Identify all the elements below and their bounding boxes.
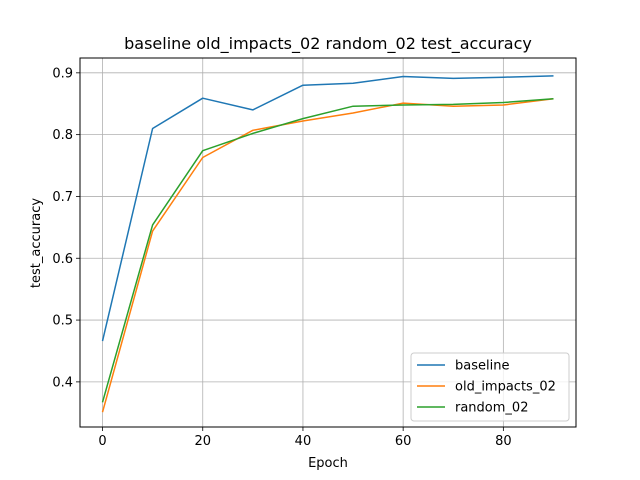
legend-label-old_impacts_02: old_impacts_02 <box>455 380 556 395</box>
chart-title: baseline old_impacts_02 random_02 test_a… <box>124 34 532 54</box>
x-tick-label: 60 <box>395 434 412 449</box>
series-line-baseline <box>101 75 554 342</box>
legend-label-random_02: random_02 <box>455 401 528 416</box>
legend: baseline old_impacts_02 random_02 <box>410 352 570 422</box>
y-tick-label: 0.7 <box>52 190 73 205</box>
series-line-old_impacts_02 <box>101 98 554 413</box>
y-tick-label: 0.6 <box>52 252 73 267</box>
x-axis-label: Epoch <box>308 456 348 471</box>
y-tick-label: 0.9 <box>52 66 73 81</box>
y-axis-label: test_accuracy <box>29 198 44 288</box>
y-tick-label: 0.5 <box>52 314 73 329</box>
grid <box>80 58 576 427</box>
plot-frame <box>79 57 577 428</box>
x-tick-label: 20 <box>194 434 211 449</box>
axis-ticks: 0 20 40 60 80 0.4 0.5 0.6 0.7 0.8 0.9 <box>52 66 511 449</box>
y-tick-label: 0.8 <box>52 128 73 143</box>
series-layer <box>101 75 554 413</box>
x-tick-label: 80 <box>495 434 512 449</box>
series-line-random_02 <box>101 98 554 403</box>
y-tick-label: 0.4 <box>52 375 73 390</box>
x-tick-label: 0 <box>98 434 106 449</box>
legend-label-baseline: baseline <box>455 359 509 374</box>
legend-box <box>410 352 570 422</box>
x-tick-label: 40 <box>295 434 312 449</box>
